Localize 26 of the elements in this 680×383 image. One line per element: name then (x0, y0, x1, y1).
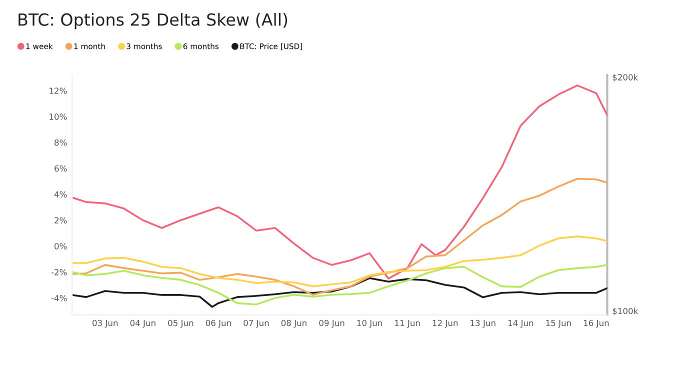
y2-tick-label: $100k (612, 308, 638, 316)
x-tick-label: 15 Jun (546, 320, 571, 328)
x-tick-label: 11 Jun (395, 320, 420, 328)
y-tick-label: 4% (54, 191, 67, 198)
x-tick-label: 04 Jun (130, 320, 156, 328)
y2-tick-label: $200k (612, 74, 638, 82)
y-tick-label: 8% (54, 139, 67, 146)
y-tick-label: 10% (50, 114, 67, 120)
x-tick-label: 07 Jun (244, 320, 269, 328)
x-tick-label: 13 Jun (470, 320, 496, 328)
x-tick-label: 05 Jun (168, 320, 194, 328)
y-tick-label: 12% (50, 88, 67, 94)
y-tick-label: 0% (54, 243, 67, 250)
chart-title: BTC: Options 25 Delta Skew (All) (18, 13, 288, 30)
x-tick-label: 14 Jun (508, 320, 534, 328)
y-tick-label: 2% (54, 217, 67, 224)
x-tick-label: 03 Jun (92, 320, 118, 328)
y-tick-label: -4% (51, 294, 67, 302)
x-tick-label: 16 Jun (584, 320, 609, 328)
y-tick-label: -2% (51, 269, 67, 276)
x-tick-label: 10 Jun (357, 320, 382, 328)
x-tick-label: 12 Jun (432, 320, 458, 328)
x-tick-label: 08 Jun (281, 320, 306, 328)
x-tick-label: 06 Jun (206, 320, 231, 328)
y-tick-label: 6% (54, 165, 67, 172)
x-tick-label: 09 Jun (319, 320, 344, 328)
